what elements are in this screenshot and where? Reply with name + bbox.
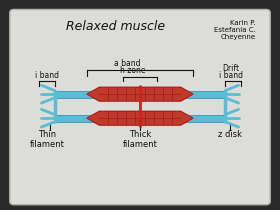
Text: z disk: z disk: [218, 130, 242, 139]
Text: Drift: Drift: [222, 64, 239, 73]
Polygon shape: [87, 111, 193, 125]
Text: Karin P.
Estefania C.
Cheyenne: Karin P. Estefania C. Cheyenne: [214, 20, 256, 40]
Bar: [55, 91, 115, 98]
Text: Relaxed muscle: Relaxed muscle: [66, 20, 165, 33]
Bar: [165, 115, 225, 122]
Text: h zone: h zone: [120, 66, 145, 75]
Text: i band: i band: [35, 71, 59, 80]
Text: a band: a band: [115, 59, 141, 68]
Text: Thick
filament: Thick filament: [123, 130, 157, 150]
Bar: [165, 91, 225, 98]
Text: i band: i band: [219, 71, 242, 80]
Polygon shape: [87, 87, 193, 101]
Text: Thin
filament: Thin filament: [30, 130, 65, 150]
Bar: [55, 115, 115, 122]
